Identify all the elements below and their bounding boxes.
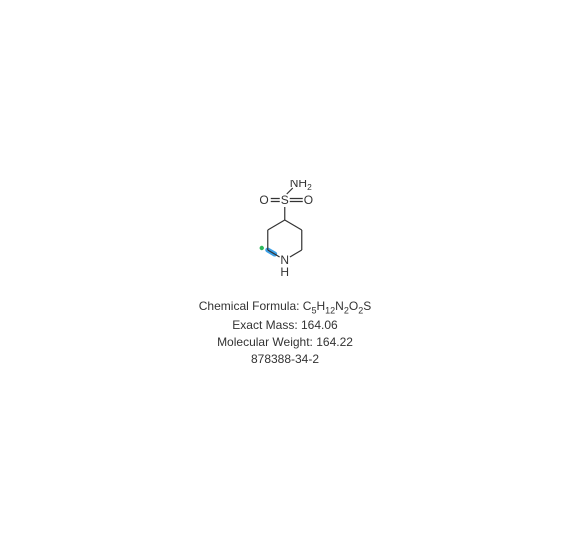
mw-value: 164.22 [316, 335, 353, 349]
o-right-label: O [304, 193, 313, 207]
cas-value: 878388-34-2 [251, 352, 319, 366]
exact-mass-label: Exact Mass: [232, 318, 301, 332]
structure-svg: NH2 O O S N H [225, 180, 345, 290]
structure-diagram: NH2 O O S N H [225, 180, 345, 290]
chemical-panel: NH2 O O S N H Chemical Formula: C5H12N2O… [199, 180, 371, 367]
mw-label: Molecular Weight: [217, 335, 316, 349]
info-block: Chemical Formula: C5H12N2O2S Exact Mass:… [199, 298, 371, 367]
mw-line: Molecular Weight: 164.22 [199, 334, 371, 351]
cas-line: 878388-34-2 [199, 351, 371, 368]
formula-line: Chemical Formula: C5H12N2O2S [199, 298, 371, 317]
h-label: H [281, 265, 290, 279]
s-label: S [281, 193, 289, 207]
o-left-label: O [260, 193, 269, 207]
formula-value: C5H12N2O2S [303, 299, 371, 313]
exact-mass-value: 164.06 [301, 318, 338, 332]
exact-mass-line: Exact Mass: 164.06 [199, 317, 371, 334]
formula-label: Chemical Formula: [199, 299, 303, 313]
nh2-label: NH2 [290, 180, 312, 192]
highlight-dot [260, 246, 264, 250]
